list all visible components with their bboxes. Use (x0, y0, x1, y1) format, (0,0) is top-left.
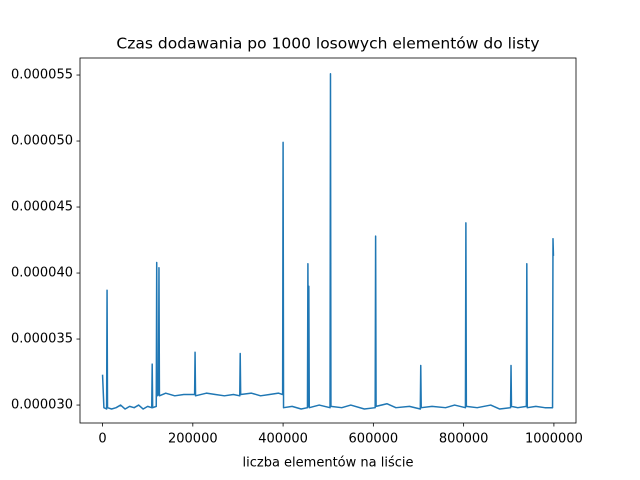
x-tick-label: 800000 (439, 432, 489, 447)
y-tick-label: 0.000035 (11, 332, 73, 347)
plot-frame (79, 57, 577, 424)
x-tick-label: 1000000 (525, 432, 583, 447)
y-tick-label: 0.000030 (11, 398, 73, 413)
y-tick-label: 0.000045 (11, 200, 73, 215)
line-series (101, 72, 555, 410)
x-tick-label: 600000 (349, 432, 399, 447)
y-tick-label: 0.000050 (11, 134, 73, 149)
x-tick-label: 400000 (258, 432, 308, 447)
x-tick-label: 200000 (168, 432, 218, 447)
x-tick-label: 0 (98, 432, 106, 447)
y-tick-label: 0.000055 (11, 68, 73, 83)
chart-title: Czas dodawania po 1000 losowych elementó… (116, 35, 539, 53)
x-axis-label: liczba elementów na liście (243, 456, 414, 471)
y-tick-label: 0.000040 (11, 266, 73, 281)
